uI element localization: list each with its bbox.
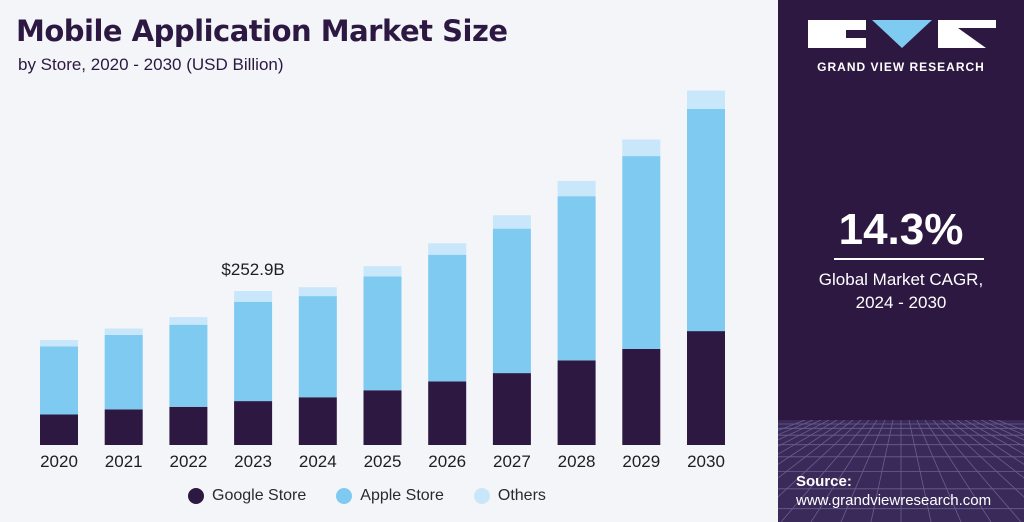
bar-2021-google-store [104,409,143,445]
chart-title: Mobile Application Market Size [16,14,508,48]
grid-line-v [940,420,1024,498]
brand-name: GRAND VIEW RESEARCH [817,60,985,74]
bar-2021-others [104,328,143,335]
legend-item-google-store: Google Store [188,487,306,505]
chart-subtitle: by Store, 2020 - 2030 (USD Billion) [18,55,284,74]
x-tick-2030: 2030 [687,452,725,471]
grid-line-v [778,420,830,447]
grid-line-v [964,420,1024,455]
bar-2030-others [687,90,725,109]
legend-label-apple-store: Apple Store [360,487,444,504]
bar-2028-others [557,180,596,197]
legend-swatch-google-store [188,488,204,504]
bar-2020-apple-store [40,346,78,415]
bar-2028-apple-store [557,196,596,361]
x-tick-2020: 2020 [40,452,78,471]
cagr-label: Global Market CAGR, 2024 - 2030 [778,268,1024,314]
bar-2023-apple-store [234,301,273,402]
grid-line-v [778,420,854,479]
bar-2027-apple-store [492,228,531,374]
bar-2020-others [40,340,78,347]
source-link[interactable]: www.grandviewresearch.com [796,492,992,509]
bar-2024-others [298,287,337,297]
bar-2029-others [622,139,661,157]
legend-label-others: Others [497,487,546,504]
bar-2021-apple-store [104,334,143,410]
x-tick-2022: 2022 [169,452,207,471]
x-tick-2027: 2027 [493,452,531,471]
legend-item-others: Others [473,487,546,505]
bar-2024-apple-store [298,296,337,398]
bar-2027-google-store [492,373,531,445]
cagr-label-line-2: 2024 - 2030 [855,293,947,312]
x-tick-2026: 2026 [428,452,466,471]
data-label-2023: $252.9B [221,260,284,279]
stacked-bar-chart: 2020 2021 2022 2023 $252.9B 2024 2025 2026 2027 2… [40,90,725,471]
grid-line-v [980,420,1024,441]
grid-line-v [932,420,1022,522]
legend-label-google-store: Google Store [212,487,307,504]
x-tick-2023: 2023 [234,452,272,471]
grid-line-v [948,420,1024,479]
cagr-label-line-1: Global Market CAGR, [818,270,984,289]
grid-line-v [908,420,932,522]
bar-2020-google-store [40,414,78,445]
grand-view-research-logo [808,20,996,48]
bar-2026-apple-store [428,254,467,382]
bar-2028-google-store [557,360,596,445]
grid-line-v [840,420,886,522]
grid-line-v [870,420,894,522]
bar-2030-google-store [687,331,725,445]
grid-line-v [780,420,870,522]
bar-2022-apple-store [169,324,208,407]
bar-2025-apple-store [363,276,402,391]
cagr-divider [834,258,984,260]
grid-line-v [778,420,838,455]
bar-2030-apple-store [687,109,725,332]
bar-2022-google-store [169,406,208,445]
x-tick-2025: 2025 [364,452,402,471]
x-tick-2029: 2029 [622,452,660,471]
bar-2022-others [169,317,208,325]
source-label: Source: [796,473,852,490]
cagr-value: 14.3% [838,205,964,254]
decorative-grid [778,420,1024,522]
grid-line-v [778,420,862,498]
logo-r-cut [958,28,996,48]
bar-2027-others [492,215,531,229]
bar-2026-others [428,243,467,255]
info-sidebar: GRAND VIEW RESEARCH 14.3% Global Market … [778,0,1024,522]
bar-2025-others [363,266,402,277]
logo-g-notch [846,30,866,38]
grid-line-v [956,420,1024,465]
grid-line-v [916,420,962,522]
legend-swatch-apple-store [336,488,353,504]
bar-2025-google-store [363,390,402,445]
logo-v-triangle [872,20,932,48]
grid-line-v [924,420,992,522]
bar-2029-apple-store [622,156,661,349]
chart-legend: Google Store Apple Store Others [188,487,576,505]
grid-line-v [810,420,878,522]
x-tick-2021: 2021 [105,452,143,471]
x-tick-2024: 2024 [299,452,337,471]
bar-2029-google-store [622,348,661,445]
chart-panel: Mobile Application Market Size by Store,… [16,14,725,505]
grid-line-v [778,420,846,465]
bar-2023-google-store [234,401,273,445]
bar-2026-google-store [428,381,467,445]
grid-line-v [778,420,822,441]
x-tick-2028: 2028 [558,452,596,471]
bar-2023-others [234,291,273,302]
legend-item-apple-store: Apple Store [336,487,444,505]
grid-line-v [972,420,1024,447]
bar-2024-google-store [298,397,337,445]
legend-swatch-others [473,488,490,504]
